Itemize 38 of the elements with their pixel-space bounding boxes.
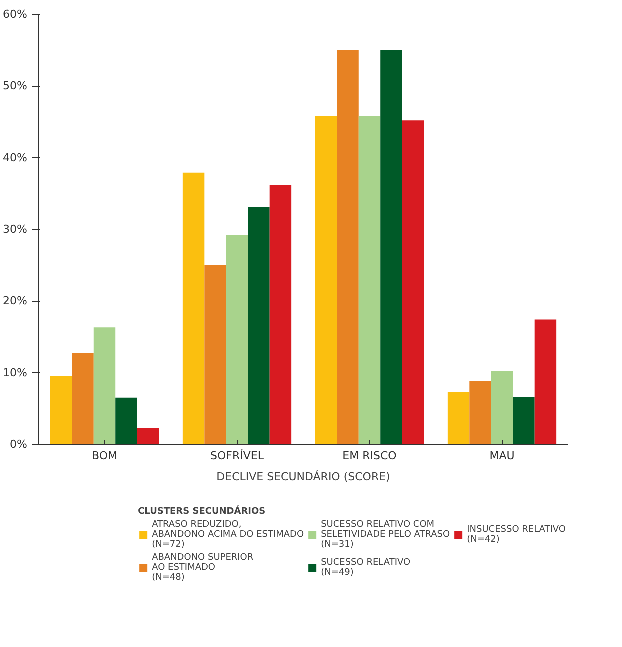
y-tick-label: 20% (3, 294, 28, 308)
bar (315, 116, 338, 444)
bar (72, 353, 94, 444)
y-tick-label: 40% (3, 151, 28, 164)
legend-label: ABANDONO SUPERIOR AO ESTIMADO (N=48) (152, 553, 254, 583)
bar (402, 120, 424, 444)
bar (137, 428, 160, 444)
x-tick-label: EM RISCO (342, 450, 398, 462)
y-tick-label: 10% (3, 366, 28, 380)
bar (182, 172, 205, 444)
x-tick-label: SOFRÍVEL (210, 448, 265, 462)
legend-label: ATRASO REDUZIDO, ABANDONO ACIMA DO ESTIMADO (N=72) (152, 520, 304, 550)
legend-label: SUCESSO RELATIVO COM SELETIVIDADE PELO ATRASO (N=31) (321, 520, 450, 550)
y-tick-label: 0% (10, 438, 28, 451)
bar (491, 371, 514, 444)
bar (270, 185, 292, 444)
x-tick-label: MAU (490, 450, 515, 462)
x-tick-label: BOM (92, 450, 118, 462)
bar (204, 265, 226, 444)
bar (337, 50, 359, 444)
bar (94, 328, 116, 444)
legend-title: CLUSTERS SECUNDÁRIOS (138, 507, 267, 517)
bar (513, 397, 535, 444)
bar (50, 376, 72, 444)
bar (248, 207, 270, 444)
bar (380, 50, 402, 444)
y-tick-label: 60% (3, 8, 28, 21)
x-axis-title: DECLIVE SECUNDÁRIO (SCORE) (216, 470, 390, 484)
bar (448, 392, 470, 444)
legend-label: SUCESSO RELATIVO (N=49) (321, 558, 411, 578)
bar (470, 381, 492, 444)
bar (358, 116, 381, 444)
y-tick-label: 30% (3, 223, 28, 236)
bar (534, 320, 557, 444)
y-tick-label: 50% (3, 80, 28, 93)
bar (226, 235, 248, 444)
legend-label: INSUCESSO RELATIVO (N=42) (467, 525, 566, 545)
bar (116, 398, 138, 444)
